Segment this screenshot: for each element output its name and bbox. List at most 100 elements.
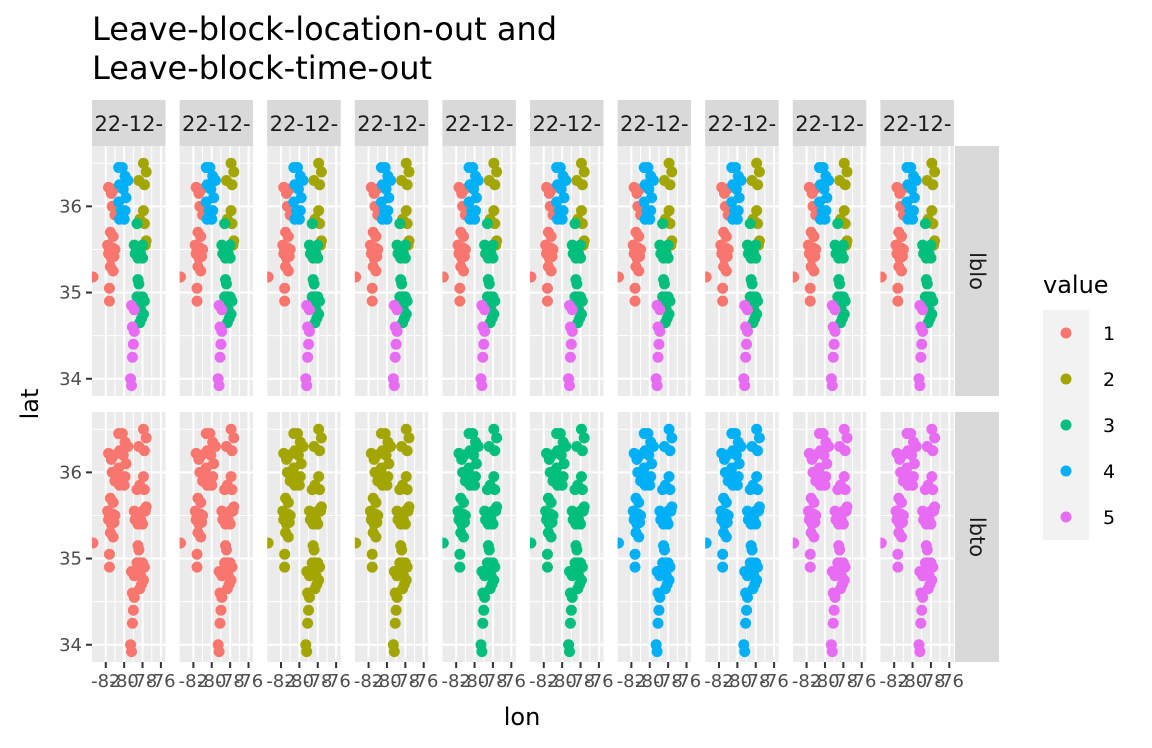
data-point [575, 423, 587, 435]
legend-marker-2 [1060, 373, 1072, 385]
data-point [458, 231, 470, 243]
data-point [223, 578, 235, 590]
data-point [564, 351, 576, 363]
data-point [458, 250, 470, 262]
data-point [126, 351, 138, 363]
data-point [469, 213, 481, 225]
x-tick-label: -78 [916, 671, 945, 692]
column-strip-label: 22-12- [445, 112, 514, 136]
data-point [643, 183, 655, 195]
row-strip [955, 412, 999, 662]
data-point [209, 440, 221, 452]
data-point [565, 604, 577, 616]
data-point [751, 205, 763, 217]
data-point [792, 271, 800, 283]
data-point [892, 561, 904, 573]
data-point [225, 205, 237, 217]
data-point [117, 183, 129, 195]
data-point [463, 196, 475, 208]
y-tick-label: 35 [59, 549, 82, 570]
data-point [128, 591, 140, 603]
panel-lblo-1 [92, 146, 166, 396]
x-tick-label: -78 [741, 671, 770, 692]
x-tick-label: -76 [935, 671, 964, 692]
chart-title-line-1: Leave-block-location-out and [92, 10, 557, 48]
data-point [225, 157, 237, 169]
data-point [204, 428, 216, 440]
data-point [647, 174, 659, 186]
y-tick-label: 34 [59, 635, 82, 656]
data-point [137, 518, 149, 530]
data-point [224, 518, 236, 530]
x-tick-label: -80 [723, 671, 752, 692]
data-point [841, 432, 853, 444]
data-point [554, 162, 566, 174]
data-point [200, 462, 212, 474]
data-point [116, 428, 128, 440]
data-point [651, 646, 663, 658]
x-tick-label: -80 [285, 671, 314, 692]
data-point [214, 351, 226, 363]
x-tick-label: -78 [566, 671, 595, 692]
data-point [366, 548, 378, 560]
data-point [479, 304, 491, 316]
data-point [469, 205, 481, 217]
data-point [216, 304, 228, 316]
data-point [108, 250, 120, 262]
data-point [488, 157, 500, 169]
data-point [836, 578, 848, 590]
data-point [303, 591, 315, 603]
data-point [551, 462, 563, 474]
legend-label-5: 5 [1103, 507, 1115, 529]
data-point [128, 570, 140, 582]
data-point [664, 179, 676, 191]
data-point [206, 479, 218, 491]
legend-label-3: 3 [1103, 415, 1115, 437]
data-point [137, 205, 149, 217]
data-point [140, 432, 152, 444]
x-tick-label: -80 [547, 671, 576, 692]
data-point [279, 548, 291, 560]
legend-marker-4 [1060, 465, 1072, 477]
data-point [370, 265, 382, 277]
data-point [915, 617, 927, 629]
data-point [458, 531, 470, 543]
x-tick-label: -80 [635, 671, 664, 692]
data-point [311, 312, 323, 324]
data-point [666, 432, 678, 444]
data-point [817, 162, 829, 174]
data-point [896, 516, 908, 528]
data-point [804, 548, 816, 560]
data-point [926, 471, 938, 483]
x-tick-label: -82 [441, 671, 470, 692]
data-point [739, 646, 751, 658]
data-point [191, 561, 203, 573]
data-point [741, 591, 753, 603]
data-point [792, 537, 800, 549]
data-point [282, 531, 294, 543]
column-strip-label: 22-12- [270, 112, 339, 136]
data-point [917, 304, 929, 316]
data-point [458, 516, 470, 528]
data-point [454, 295, 466, 307]
data-point [921, 278, 933, 290]
data-point [303, 304, 315, 316]
data-point [191, 282, 203, 294]
x-tick-label: -82 [266, 671, 295, 692]
data-point [744, 484, 756, 496]
data-point [92, 271, 99, 283]
data-point [929, 166, 941, 178]
data-point [907, 479, 919, 491]
data-point [813, 196, 825, 208]
data-point [575, 205, 587, 217]
data-point [546, 250, 558, 262]
data-point [301, 380, 313, 392]
data-point [214, 617, 226, 629]
data-point [403, 166, 415, 178]
data-point [541, 295, 553, 307]
data-point [556, 479, 568, 491]
data-point [391, 325, 403, 337]
x-tick-label: -78 [215, 671, 244, 692]
data-point [491, 432, 503, 444]
data-point [741, 304, 753, 316]
